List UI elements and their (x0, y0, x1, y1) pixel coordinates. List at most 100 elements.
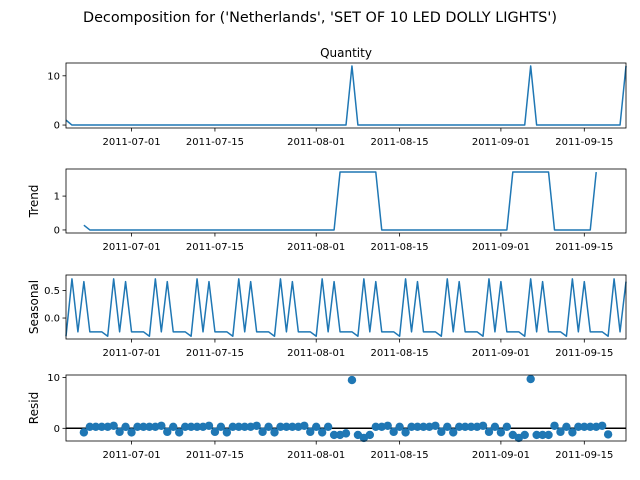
resid-point (300, 421, 309, 430)
resid-point (580, 422, 589, 431)
x-tick-label: 2011-07-01 (102, 348, 160, 359)
x-tick-label: 2011-09-15 (555, 450, 613, 461)
y-tick-label: 0.0 (44, 314, 60, 325)
resid-point (85, 422, 95, 431)
x-tick-label: 2011-09-15 (555, 348, 613, 359)
series-line (65, 65, 627, 126)
resid-point (550, 421, 559, 430)
resid-point (443, 422, 452, 431)
x-tick-label: 2011-08-01 (287, 450, 345, 461)
x-tick-label: 2011-08-15 (371, 137, 429, 148)
resid-point (258, 427, 267, 437)
resid-point (252, 421, 261, 430)
x-tick-label: 2011-09-01 (472, 137, 530, 148)
x-tick-label: 2011-07-01 (102, 137, 160, 148)
resid-point (597, 421, 607, 430)
x-tick-label: 2011-07-15 (186, 242, 244, 253)
resid-point (449, 428, 458, 437)
axes-frame (65, 374, 627, 442)
resid-point (174, 428, 184, 437)
resid-point (264, 422, 273, 431)
x-tick-label: 2011-08-15 (371, 242, 429, 253)
resid-point (568, 428, 577, 437)
resid-point (454, 422, 464, 431)
y-axis-label: Seasonal (27, 280, 41, 334)
resid-point (419, 422, 428, 431)
resid-point (323, 422, 333, 431)
figure-title: Decomposition for ('Netherlands', 'SET O… (83, 10, 557, 26)
x-tick-label: 2011-07-15 (186, 137, 244, 148)
axes-frame (65, 274, 627, 340)
panel-2: Trend 2011-07-01 2011-07-15 2011-08-01 2011-… (27, 168, 627, 253)
resid-point (538, 430, 547, 440)
resid-point (186, 422, 196, 431)
y-axis-label: Resid (27, 392, 41, 424)
resid-point (544, 430, 553, 440)
resid-point (389, 427, 398, 437)
y-tick-label: 0 (54, 121, 60, 132)
resid-point (133, 422, 142, 431)
resid-point (431, 421, 440, 430)
resid-point (204, 421, 214, 430)
resid-point (395, 422, 404, 431)
resid-point (490, 422, 500, 431)
panel-1: Quantity 2011-07-01 2011-07-15 2011-08-01 20… (47, 46, 627, 148)
resid-point (139, 422, 148, 431)
resid-point (437, 427, 446, 437)
y-axis-label: Trend (27, 185, 41, 219)
x-tick-label: 2011-08-15 (371, 450, 429, 461)
resid-point (329, 430, 339, 440)
resid-point (341, 429, 351, 438)
resid-point (163, 427, 172, 437)
resid-point (240, 422, 249, 431)
resid-point (306, 427, 315, 437)
resid-point (157, 421, 166, 430)
resid-point (317, 428, 327, 437)
resid-point (526, 374, 535, 384)
resid-point (91, 422, 100, 431)
x-tick-label: 2011-07-01 (102, 242, 160, 253)
resid-point (496, 428, 506, 437)
y-tick-label: 10 (47, 373, 60, 384)
resid-point (520, 430, 529, 440)
resid-point (288, 422, 297, 431)
series-line (65, 278, 627, 337)
resid-point (115, 427, 124, 437)
resid-point (460, 422, 470, 431)
resid-point (562, 422, 571, 431)
resid-point (586, 422, 595, 431)
x-tick-label: 2011-08-01 (287, 348, 345, 359)
resid-point (169, 422, 178, 431)
resid-point (282, 422, 291, 431)
x-tick-label: 2011-07-15 (186, 450, 244, 461)
resid-point (574, 422, 583, 431)
resid-point (109, 421, 118, 430)
x-tick-label: 2011-09-01 (472, 450, 530, 461)
y-tick-label: 0.5 (44, 286, 60, 297)
resid-point (347, 375, 357, 385)
x-tick-label: 2011-09-15 (555, 137, 613, 148)
resid-point (97, 422, 106, 431)
resid-point (312, 422, 321, 431)
y-tick-label: 10 (47, 71, 60, 82)
resid-point (484, 427, 494, 437)
resid-point (276, 422, 285, 431)
resid-point (466, 422, 476, 431)
axes-frame (65, 168, 627, 234)
x-tick-label: 2011-07-01 (102, 450, 160, 461)
panels: Quantity 2011-07-01 2011-07-15 2011-08-01 20… (27, 46, 627, 461)
resid-point (79, 428, 89, 437)
series-line (83, 171, 597, 231)
x-tick-label: 2011-08-15 (371, 348, 429, 359)
resid-point (502, 422, 512, 431)
y-tick-label: 0 (54, 225, 60, 236)
panel-title: Quantity (320, 46, 372, 60)
resid-point (192, 422, 202, 431)
resid-point (145, 422, 154, 431)
panel-3: Seasonal 2011-07-01 2011-07-15 2011-08-01 20… (27, 274, 627, 359)
x-tick-label: 2011-08-01 (287, 137, 345, 148)
resid-point (228, 422, 238, 431)
axes-frame (65, 62, 627, 129)
x-tick-label: 2011-09-01 (472, 348, 530, 359)
